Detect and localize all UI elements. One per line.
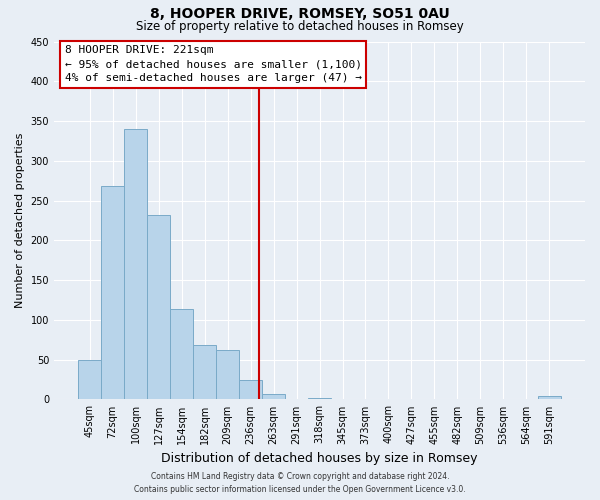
- Bar: [101, 186, 124, 400]
- Bar: [78, 360, 101, 400]
- Text: Size of property relative to detached houses in Romsey: Size of property relative to detached ho…: [136, 20, 464, 33]
- Bar: [239, 380, 262, 400]
- Bar: [216, 350, 239, 400]
- X-axis label: Distribution of detached houses by size in Romsey: Distribution of detached houses by size …: [161, 452, 478, 465]
- Bar: [193, 346, 216, 400]
- Text: 8 HOOPER DRIVE: 221sqm
← 95% of detached houses are smaller (1,100)
4% of semi-d: 8 HOOPER DRIVE: 221sqm ← 95% of detached…: [65, 45, 362, 83]
- Bar: [124, 129, 147, 400]
- Bar: [308, 398, 331, 400]
- Text: Contains HM Land Registry data © Crown copyright and database right 2024.
Contai: Contains HM Land Registry data © Crown c…: [134, 472, 466, 494]
- Bar: [170, 309, 193, 400]
- Text: 8, HOOPER DRIVE, ROMSEY, SO51 0AU: 8, HOOPER DRIVE, ROMSEY, SO51 0AU: [150, 8, 450, 22]
- Bar: [262, 394, 285, 400]
- Bar: [538, 396, 561, 400]
- Y-axis label: Number of detached properties: Number of detached properties: [15, 133, 25, 308]
- Bar: [147, 215, 170, 400]
